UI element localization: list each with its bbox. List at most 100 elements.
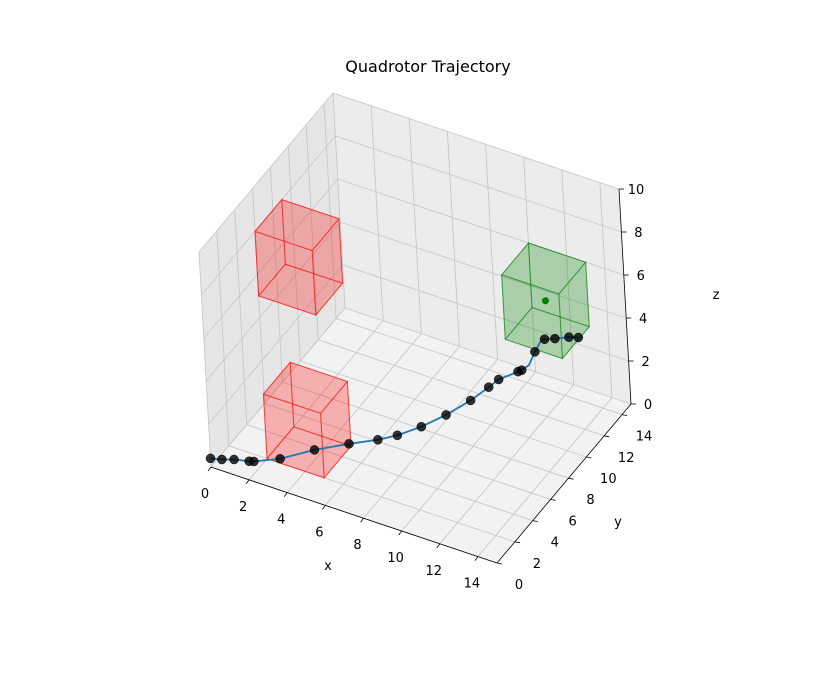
gridline-z-back bbox=[337, 178, 624, 276]
gridline-z-back bbox=[340, 221, 627, 319]
obstacle-box-face bbox=[257, 263, 344, 316]
y-tick-label: 2 bbox=[533, 557, 541, 572]
waypoint-marker bbox=[275, 454, 285, 464]
waypoint-marker bbox=[516, 365, 527, 375]
y-tick-mark bbox=[532, 520, 538, 522]
gridline-z-back bbox=[335, 135, 622, 233]
gridline-x-floor bbox=[477, 397, 613, 557]
gridline-z-back bbox=[344, 307, 632, 405]
gridline-y-left bbox=[270, 167, 283, 383]
x-tick-mark bbox=[245, 479, 250, 485]
gridline-y-left bbox=[252, 188, 266, 404]
gridline-z-left bbox=[208, 264, 343, 425]
gridline-x-floor bbox=[363, 358, 498, 519]
goal-point bbox=[541, 297, 549, 305]
y-tick-label: 0 bbox=[515, 578, 523, 593]
y-tick-label: 6 bbox=[568, 514, 576, 529]
y-tick-label: 4 bbox=[551, 536, 559, 551]
y-tick-mark bbox=[604, 435, 610, 438]
y-tick-label: 12 bbox=[618, 451, 635, 466]
obstacle-box-face bbox=[262, 361, 295, 460]
gridline-z-back bbox=[332, 92, 620, 190]
obstacle-box bbox=[254, 198, 344, 317]
x-tick-label: 4 bbox=[277, 513, 285, 528]
gridline-x-back bbox=[446, 131, 460, 347]
gridline-z-left bbox=[198, 92, 334, 253]
x-tick-label: 10 bbox=[387, 551, 404, 566]
goal-box-face bbox=[527, 242, 590, 328]
goal-box-face bbox=[504, 306, 591, 360]
waypoint-marker bbox=[539, 334, 550, 344]
gridline-y-floor bbox=[300, 360, 587, 458]
y-tick-mark bbox=[586, 456, 592, 459]
x-tick-mark bbox=[283, 492, 288, 497]
z-tick-label: 8 bbox=[634, 226, 642, 241]
left-pane bbox=[199, 93, 345, 467]
waypoint-marker bbox=[550, 333, 560, 344]
gridline-y-floor bbox=[264, 402, 551, 500]
y-tick-mark bbox=[550, 499, 556, 501]
x-tick-mark bbox=[360, 517, 364, 523]
gridline-z-left bbox=[210, 307, 346, 468]
y-tick-label: 8 bbox=[586, 493, 594, 508]
z-axis-label: z bbox=[713, 288, 720, 303]
x-axis-line bbox=[210, 466, 498, 564]
obstacle-box bbox=[262, 361, 352, 480]
obstacle-box-face bbox=[254, 230, 317, 316]
obstacle-box-face bbox=[311, 217, 344, 317]
obstacle-boxes bbox=[254, 198, 352, 480]
gridline-y-floor bbox=[335, 318, 623, 416]
obstacle-box-face bbox=[320, 380, 352, 480]
x-tick-mark bbox=[398, 530, 402, 536]
waypoint-marker bbox=[229, 454, 239, 465]
waypoint-marker bbox=[483, 382, 494, 392]
waypoints bbox=[205, 332, 584, 467]
gridline-x-floor bbox=[439, 384, 575, 545]
y-tick-mark bbox=[568, 477, 574, 480]
gridline-x-back bbox=[599, 182, 613, 398]
gridline-y-floor bbox=[318, 339, 605, 437]
obstacle-box-face bbox=[281, 198, 344, 285]
z-axis-ticks: 0 2 4 6 8 10 bbox=[619, 183, 652, 413]
y-tick-label: 10 bbox=[600, 472, 617, 487]
waypoint-marker bbox=[392, 430, 403, 441]
gridline-y-floor bbox=[282, 381, 569, 479]
gridline-x-floor bbox=[401, 371, 537, 532]
waypoint-marker bbox=[249, 456, 259, 467]
gridline-x-back bbox=[332, 92, 346, 309]
waypoint-marker bbox=[530, 347, 540, 357]
gridline-y-floor bbox=[246, 424, 533, 522]
z-tick-label: 6 bbox=[637, 269, 645, 284]
gridline-z-left bbox=[203, 178, 339, 339]
gridline-z-left bbox=[205, 221, 341, 382]
y-axis-line bbox=[496, 403, 632, 564]
x-tick-label: 0 bbox=[201, 487, 209, 502]
gridline-x-floor bbox=[286, 333, 422, 493]
x-tick-mark bbox=[207, 466, 212, 472]
gridline-x-back bbox=[561, 169, 575, 385]
gridline-y-left bbox=[305, 124, 319, 340]
axis-spines bbox=[210, 188, 632, 564]
gridline-z-left bbox=[201, 135, 336, 296]
z-axis-line bbox=[618, 188, 632, 405]
obstacle-box-face bbox=[254, 199, 340, 252]
gridline-y-left bbox=[234, 209, 248, 425]
obstacle-box-face bbox=[262, 361, 349, 414]
waypoint-marker bbox=[564, 332, 574, 342]
gridline-y-left bbox=[323, 103, 337, 319]
y-axis-label: y bbox=[614, 515, 622, 530]
z-tick-label: 2 bbox=[641, 355, 649, 370]
x-axis-ticks: 0 2 4 6 8 10 12 14 bbox=[201, 466, 481, 592]
x-tick-mark bbox=[436, 543, 441, 549]
waypoint-marker bbox=[441, 410, 451, 420]
chart-title: Quadrotor Trajectory bbox=[345, 57, 510, 76]
waypoint-marker bbox=[309, 445, 320, 455]
waypoint-marker bbox=[205, 453, 216, 464]
y-tick-mark bbox=[621, 414, 628, 416]
z-tick-label: 10 bbox=[628, 183, 645, 198]
x-tick-label: 14 bbox=[464, 577, 481, 592]
gridline-x-back bbox=[408, 118, 422, 334]
waypoint-marker bbox=[573, 332, 584, 343]
waypoint-marker bbox=[465, 395, 476, 406]
